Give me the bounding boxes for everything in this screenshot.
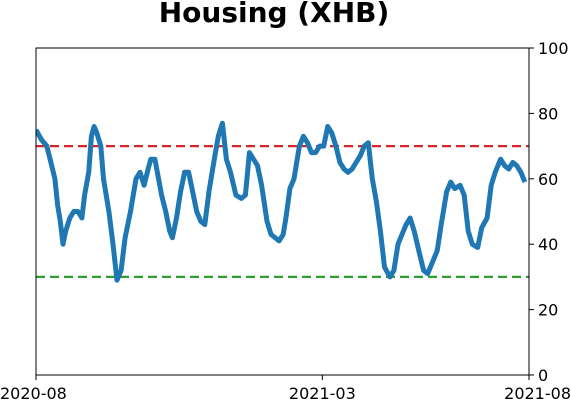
chart-title: Housing (XHB): [159, 0, 390, 29]
plot-area: [36, 120, 529, 283]
x-tick-label: 2020-08: [0, 384, 67, 402]
y-tick-label: 100: [538, 39, 569, 58]
y-tick-label: 80: [538, 104, 558, 123]
y-tick-label: 0: [538, 366, 548, 385]
plot-frame: [35, 47, 530, 376]
y-tick-label: 60: [538, 170, 558, 189]
y-axis-right: 0 20 40 60 80 100: [529, 39, 569, 385]
y-tick-label: 40: [538, 235, 558, 254]
x-tick-label: 2021-08: [504, 384, 571, 402]
y-tick-label: 20: [538, 301, 558, 320]
series-line: [36, 120, 528, 283]
x-tick-label: 2021-03: [289, 384, 356, 402]
x-axis: 2020-08 2021-03 2021-08: [0, 375, 571, 402]
